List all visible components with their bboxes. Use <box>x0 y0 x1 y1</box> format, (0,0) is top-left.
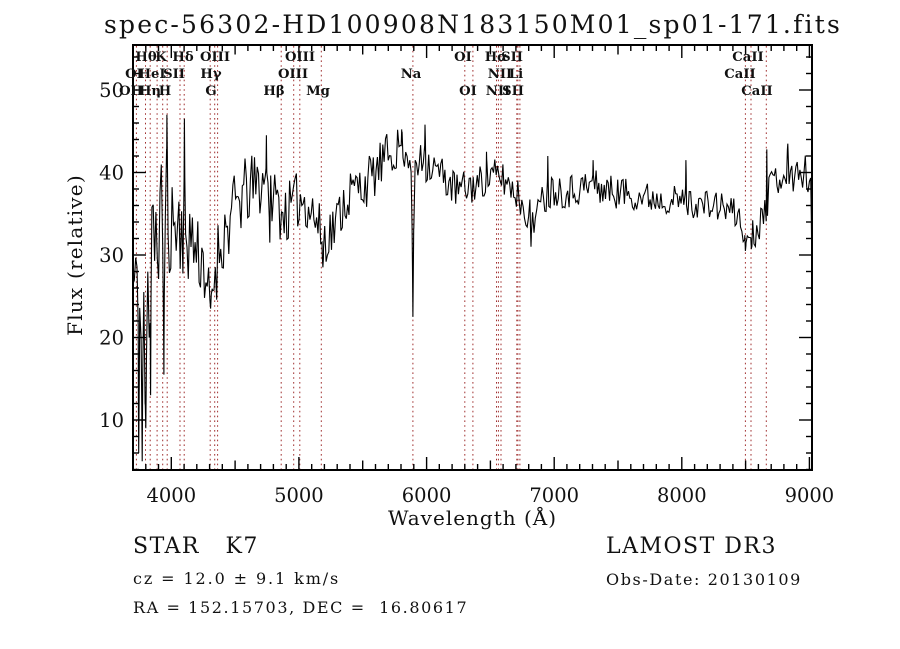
spectral-line-label: G <box>205 84 216 99</box>
spectral-line-label: Hα <box>485 50 508 65</box>
y-tick-label: 30 <box>99 244 124 267</box>
x-tick-label: 8000 <box>657 484 707 507</box>
object-class-label: STAR K7 <box>133 534 259 559</box>
x-axis-label: Wavelength (Å) <box>387 506 558 530</box>
spectral-line-label: OI <box>125 67 143 82</box>
spectral-line-label: Hη <box>139 84 161 99</box>
spectral-line-label: Hθ <box>135 50 156 65</box>
y-axis-label: Flux (relative) <box>63 174 87 336</box>
ra-dec-text: RA = 152.15703, DEC = 16.80617 <box>133 598 469 617</box>
spectral-line-label: HeI <box>138 67 165 82</box>
spectral-line-label: Li <box>509 67 523 82</box>
y-tick-label: 40 <box>99 162 124 185</box>
spectral-line-label: CaII <box>724 67 755 82</box>
x-tick-label: 9000 <box>785 484 835 507</box>
spectral-line-label: CaII <box>732 50 763 65</box>
x-tick-label: 7000 <box>529 484 579 507</box>
spectral-line-label: OIII <box>278 67 308 82</box>
y-tick-label: 10 <box>99 409 124 432</box>
spectral-line-label: OIII <box>200 50 230 65</box>
spectral-line-label: OI <box>459 84 477 99</box>
x-tick-label: 4000 <box>146 484 196 507</box>
plot-frame <box>132 44 813 471</box>
spectral-line-label: OIII <box>285 50 315 65</box>
axis-ticks <box>132 45 812 471</box>
spectral-line-label: Hγ <box>200 67 221 82</box>
spectral-line-label: NII <box>488 67 512 82</box>
y-tick-label: 20 <box>99 327 124 350</box>
plot-title: spec-56302-HD100908N183150M01_sp01-171.f… <box>103 10 843 39</box>
obs-date-text: Obs-Date: 20130109 <box>606 570 802 589</box>
radial-velocity-text: cz = 12.0 ± 9.1 km/s <box>133 569 341 588</box>
spectral-line-label: NII <box>486 84 510 99</box>
y-tick-label: 50 <box>99 79 124 102</box>
spectral-line-label: Na <box>401 67 422 82</box>
spectral-line-label: OI <box>454 50 472 65</box>
spectral-line-label: H <box>159 84 171 99</box>
spectral-line-label: OII <box>119 84 143 99</box>
spectrum-trace <box>133 114 812 462</box>
spectral-line-label: CaII <box>741 84 772 99</box>
x-tick-label: 6000 <box>402 484 452 507</box>
spectral-line-label: Hβ <box>263 84 284 99</box>
spectral-line-label: K <box>155 50 167 65</box>
tick-labels: 4000 5000 6000 7000 8000 9000 10 20 30 40 50 <box>99 79 834 507</box>
spectral-line-label: Hδ <box>172 50 193 65</box>
spectral-line-markers <box>135 46 767 469</box>
x-tick-label: 5000 <box>274 484 324 507</box>
spectral-line-label: SII <box>163 67 185 82</box>
spectral-line-label: Mg <box>306 84 330 99</box>
survey-release-label: LAMOST DR3 <box>606 534 777 559</box>
spectral-line-label: SII <box>501 50 523 65</box>
spectral-line-label: SII <box>502 84 524 99</box>
